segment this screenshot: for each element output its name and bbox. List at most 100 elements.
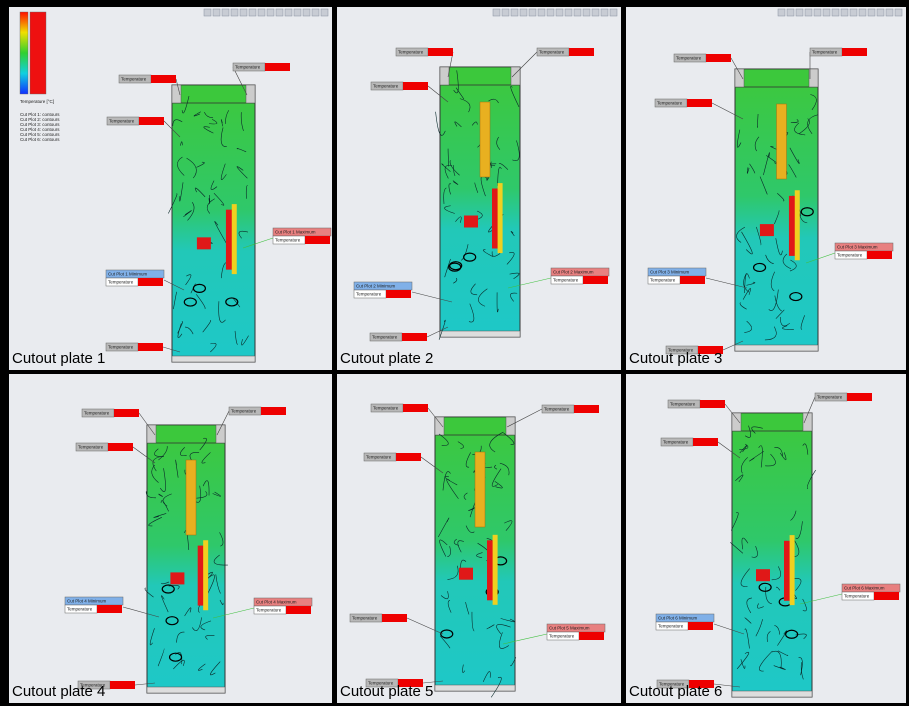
toolbar-icon	[213, 9, 220, 16]
cabinet-top	[732, 413, 812, 431]
probe-value	[396, 453, 421, 461]
legend-bar	[20, 12, 28, 94]
probe-value	[847, 393, 872, 401]
toolbar-icon	[877, 9, 884, 16]
probe-label: Temperature	[663, 439, 689, 444]
panel-caption: Cutout plate 1	[12, 350, 105, 367]
heat-zone	[493, 535, 498, 605]
min-title: Cut Plot 2 Minimum	[356, 283, 396, 288]
corner	[246, 85, 255, 103]
max-label: Temperature	[844, 593, 870, 598]
toolbar-icon	[321, 9, 328, 16]
probe-value	[265, 63, 290, 71]
probe-label: Temperature	[812, 49, 838, 54]
toolbar-icon	[538, 9, 545, 16]
corner	[435, 417, 444, 435]
heat-zone	[464, 216, 478, 228]
probe-label: Temperature	[109, 118, 135, 123]
corner	[732, 413, 741, 431]
panel-caption: Cutout plate 3	[629, 350, 722, 367]
max-title: Cut Plot 4 Maximum	[256, 599, 297, 604]
panel-caption: Cutout plate 6	[629, 683, 722, 700]
heat-zone	[795, 190, 800, 260]
probe-label: Temperature	[373, 405, 399, 410]
max-title: Cut Plot 3 Maximum	[837, 244, 878, 249]
max-label: Temperature	[256, 607, 282, 612]
min-value	[386, 290, 411, 298]
cabinet-base	[147, 687, 225, 693]
toolbar-icon	[805, 9, 812, 16]
probe-label: Temperature	[372, 334, 398, 339]
toolbar-icon	[592, 9, 599, 16]
min-label: Temperature	[108, 279, 134, 284]
toolbar-icon	[276, 9, 283, 16]
toolbar-icon	[529, 9, 536, 16]
toolbar-icon	[303, 9, 310, 16]
min-label: Temperature	[658, 623, 684, 628]
probe-value	[428, 48, 453, 56]
probe-value	[842, 48, 867, 56]
corner	[440, 67, 449, 85]
corner	[506, 417, 515, 435]
toolbar-icon	[267, 9, 274, 16]
min-title: Cut Plot 4 Minimum	[67, 598, 107, 603]
toolbar-icon	[859, 9, 866, 16]
max-value	[867, 251, 892, 259]
max-value	[583, 276, 608, 284]
toolbar-icon	[886, 9, 893, 16]
toolbar-icon	[814, 9, 821, 16]
probe-label: Temperature	[84, 410, 110, 415]
component	[475, 452, 485, 527]
toolbar-icon	[787, 9, 794, 16]
probe-label: Temperature	[676, 55, 702, 60]
legend-title: Temperature [°C]	[20, 99, 54, 104]
min-title: Cut Plot 1 Minimum	[108, 271, 148, 276]
max-label: Temperature	[837, 252, 863, 257]
probe-label: Temperature	[366, 454, 392, 459]
probe-value	[569, 48, 594, 56]
probe-label: Temperature	[231, 408, 257, 413]
max-title: Cut Plot 6 Maximum	[844, 585, 885, 590]
probe-label: Temperature	[78, 444, 104, 449]
component	[777, 104, 787, 179]
max-value	[579, 632, 604, 640]
cabinet-base	[440, 331, 520, 337]
component	[480, 102, 490, 177]
min-title: Cut Plot 3 Minimum	[650, 269, 690, 274]
heat-zone	[790, 535, 795, 605]
probe-value	[402, 333, 427, 341]
cabinet-top	[147, 425, 225, 443]
toolbar-icon	[511, 9, 518, 16]
toolbar-icon	[565, 9, 572, 16]
toolbar-icon	[231, 9, 238, 16]
probe-label: Temperature	[373, 83, 399, 88]
probe-label: Temperature	[108, 344, 134, 349]
probe-value	[110, 681, 135, 689]
toolbar-icon	[249, 9, 256, 16]
toolbar-icon	[574, 9, 581, 16]
min-value	[680, 276, 705, 284]
probe-label: Temperature	[352, 615, 378, 620]
panel-caption: Cutout plate 2	[340, 350, 433, 367]
probe-value	[403, 404, 428, 412]
toolbar-icon	[294, 9, 301, 16]
corner	[809, 69, 818, 87]
component	[186, 460, 196, 535]
toolbar-icon	[258, 9, 265, 16]
min-label: Temperature	[650, 277, 676, 282]
heat-zone	[756, 569, 770, 581]
probe-value	[700, 400, 725, 408]
cabinet-top	[735, 69, 818, 87]
toolbar-icon	[796, 9, 803, 16]
toolbar-icon	[285, 9, 292, 16]
cabinet-top	[172, 85, 255, 103]
heat-zone	[232, 204, 237, 274]
toolbar-icon	[778, 9, 785, 16]
cabinet-base	[435, 685, 515, 691]
toolbar-icon	[850, 9, 857, 16]
probe-value	[108, 443, 133, 451]
toolbar-icon	[502, 9, 509, 16]
heat-zone	[498, 183, 503, 253]
min-title: Cut Plot 6 Minimum	[658, 615, 698, 620]
max-value	[874, 592, 899, 600]
